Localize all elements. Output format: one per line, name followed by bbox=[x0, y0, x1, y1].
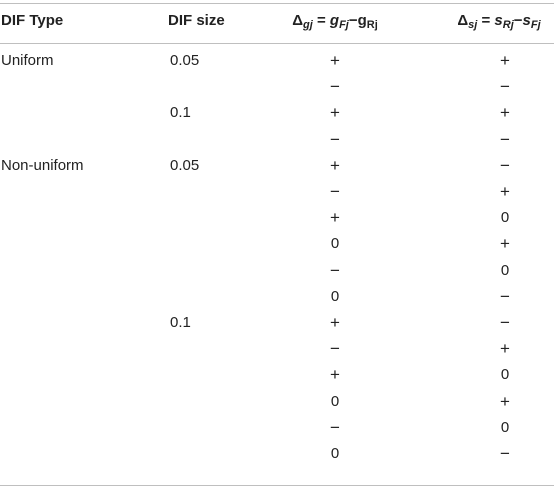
row-delta-s: + bbox=[500, 391, 510, 411]
row-delta-g: − bbox=[330, 77, 340, 97]
row-delta-g: − bbox=[330, 260, 340, 280]
row-delta-g: − bbox=[330, 182, 340, 201]
header-dif-size: DIF size bbox=[168, 12, 225, 29]
row-delta-s: − bbox=[500, 129, 510, 149]
row-delta-s: + bbox=[500, 51, 510, 70]
row-delta-g: − bbox=[330, 129, 340, 149]
row-delta-g: + bbox=[330, 208, 340, 228]
row-delta-s: − bbox=[500, 155, 510, 175]
row-delta-s: 0 bbox=[500, 366, 510, 384]
bottom-rule bbox=[0, 485, 554, 486]
header-delta-g: Δgj = gFj−gRj bbox=[292, 12, 378, 31]
row-delta-s: + bbox=[500, 234, 510, 254]
row-delta-g: − bbox=[330, 417, 340, 437]
row-dif-size: 0.05 bbox=[170, 52, 200, 69]
row-delta-g: − bbox=[330, 339, 340, 359]
row-delta-s: 0 bbox=[500, 261, 510, 279]
row-delta-g: + bbox=[330, 313, 340, 332]
row-delta-g: 0 bbox=[330, 235, 340, 253]
top-rule bbox=[0, 3, 554, 4]
row-delta-g: 0 bbox=[330, 392, 340, 410]
row-delta-g: + bbox=[330, 103, 340, 123]
row-dif-size: 0.05 bbox=[170, 156, 200, 174]
row-delta-g: 0 bbox=[330, 287, 340, 305]
row-dif-size: 0.1 bbox=[170, 314, 191, 331]
row-delta-s: + bbox=[500, 339, 510, 359]
row-delta-g: + bbox=[330, 365, 340, 385]
row-delta-s: + bbox=[500, 103, 510, 123]
row-delta-g: + bbox=[330, 51, 340, 70]
row-delta-s: 0 bbox=[500, 209, 510, 227]
row-delta-s: − bbox=[500, 444, 510, 463]
row-delta-s: 0 bbox=[500, 418, 510, 436]
row-dif-type: Uniform bbox=[1, 52, 54, 69]
row-delta-s: − bbox=[500, 313, 510, 332]
row-delta-s: − bbox=[500, 286, 510, 306]
row-delta-s: + bbox=[500, 182, 510, 201]
row-delta-g: + bbox=[330, 155, 340, 175]
row-dif-type: Non-uniform bbox=[1, 156, 84, 174]
header-dif-type: DIF Type bbox=[1, 12, 64, 29]
row-delta-s: − bbox=[500, 77, 510, 97]
row-delta-g: 0 bbox=[330, 445, 340, 462]
header-delta-s: Δsj = sRj−sFj bbox=[457, 12, 541, 31]
header-rule bbox=[0, 43, 554, 44]
row-dif-size: 0.1 bbox=[170, 104, 191, 122]
